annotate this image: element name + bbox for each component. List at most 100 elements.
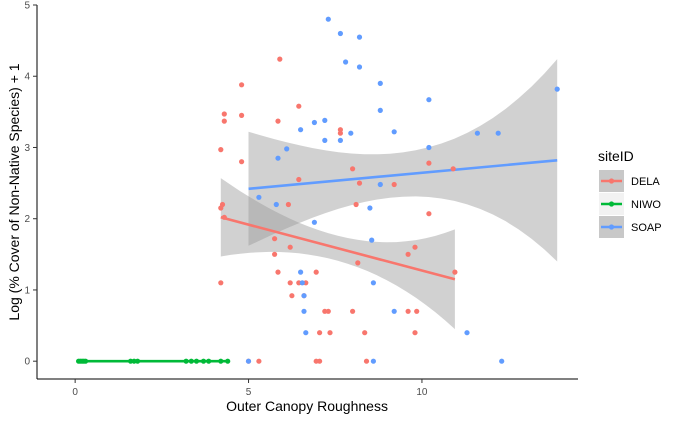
point-dela — [256, 358, 262, 364]
y-tick-label: 4 — [24, 72, 30, 83]
point-dela — [277, 56, 283, 62]
point-dela — [412, 244, 418, 250]
point-soap — [426, 97, 432, 103]
point-dela — [426, 211, 432, 217]
point-soap — [284, 146, 290, 152]
ci-band-soap — [248, 59, 558, 262]
point-niwo — [188, 358, 194, 364]
point-dela — [452, 269, 458, 275]
legend-key-dela — [599, 170, 624, 192]
point-dela — [218, 147, 224, 153]
point-niwo — [183, 358, 189, 364]
point-dela — [239, 82, 245, 88]
point-niwo — [200, 358, 207, 364]
point-soap — [337, 30, 343, 37]
legend-key-point — [608, 178, 615, 184]
point-dela — [356, 180, 363, 186]
point-soap — [426, 144, 432, 151]
point-soap — [474, 130, 480, 136]
point-dela — [275, 269, 281, 275]
point-soap — [298, 269, 304, 275]
point-dela — [317, 330, 323, 336]
point-dela — [296, 103, 302, 109]
point-dela — [405, 251, 411, 257]
ci-band-dela — [220, 178, 455, 330]
point-dela — [239, 112, 245, 118]
legend-label-soap: SOAP — [631, 222, 662, 234]
y-tick-label: 5 — [24, 1, 30, 12]
point-soap — [303, 330, 309, 336]
point-dela — [414, 308, 420, 314]
legend-key-soap — [599, 216, 624, 238]
point-niwo — [83, 358, 89, 364]
x-tick-label: 10 — [416, 387, 428, 398]
point-soap — [311, 219, 317, 225]
legend-label-dela: DELA — [631, 176, 660, 188]
point-soap — [311, 119, 317, 126]
point-soap — [337, 137, 343, 143]
point-dela — [426, 160, 432, 166]
y-ticks: 0 1 2 3 4 5 — [24, 1, 37, 368]
point-soap — [298, 127, 304, 133]
point-dela — [412, 330, 418, 336]
point-soap — [245, 358, 252, 364]
data-points — [76, 16, 560, 364]
point-soap — [391, 129, 397, 135]
point-niwo — [218, 358, 224, 364]
point-dela — [391, 181, 397, 188]
point-soap — [370, 280, 376, 286]
point-soap — [273, 201, 279, 208]
point-soap — [367, 205, 373, 211]
point-soap — [391, 308, 397, 314]
point-dela — [325, 308, 331, 314]
point-soap — [370, 358, 376, 364]
point-soap — [356, 34, 363, 40]
point-niwo — [206, 358, 212, 364]
point-dela — [405, 308, 411, 314]
point-dela — [353, 201, 359, 208]
point-dela — [221, 111, 227, 117]
point-dela — [296, 176, 302, 183]
y-tick-label: 3 — [24, 143, 30, 154]
point-dela — [285, 201, 291, 208]
y-tick-label: 1 — [24, 285, 30, 296]
point-soap — [499, 358, 505, 364]
point-dela — [355, 260, 361, 266]
legend-key-point — [608, 224, 615, 230]
point-dela — [363, 358, 370, 364]
point-soap — [377, 80, 383, 86]
ci-bands — [220, 59, 558, 330]
x-tick-label: 0 — [72, 387, 78, 398]
fit-line-soap — [248, 159, 558, 191]
point-soap — [377, 107, 383, 113]
y-tick-label: 2 — [24, 214, 30, 225]
point-dela — [272, 251, 278, 257]
point-soap — [275, 155, 281, 161]
point-soap — [325, 16, 331, 22]
point-dela — [239, 159, 245, 165]
legend-key-niwo — [599, 193, 624, 215]
point-dela — [275, 118, 281, 124]
y-axis-label: Log (% Cover of Non-Native Species) + 1 — [6, 63, 22, 320]
y-tick-label: 0 — [24, 357, 30, 368]
point-niwo — [225, 358, 231, 364]
point-soap — [554, 86, 560, 92]
point-dela — [219, 201, 226, 208]
point-soap — [495, 130, 501, 136]
point-soap — [343, 59, 349, 65]
point-dela — [350, 166, 356, 172]
legend-label-niwo: NIWO — [631, 199, 661, 211]
point-soap — [377, 181, 383, 188]
point-soap — [322, 117, 328, 123]
point-soap — [301, 293, 307, 299]
point-dela — [218, 280, 224, 286]
point-dela — [327, 330, 333, 336]
fit-line-dela — [220, 216, 456, 281]
point-soap — [322, 137, 328, 143]
point-niwo — [193, 358, 200, 364]
point-dela — [289, 293, 295, 299]
point-soap — [369, 237, 375, 243]
point-dela — [287, 244, 293, 250]
point-soap — [348, 130, 354, 136]
axes — [36, 5, 578, 380]
